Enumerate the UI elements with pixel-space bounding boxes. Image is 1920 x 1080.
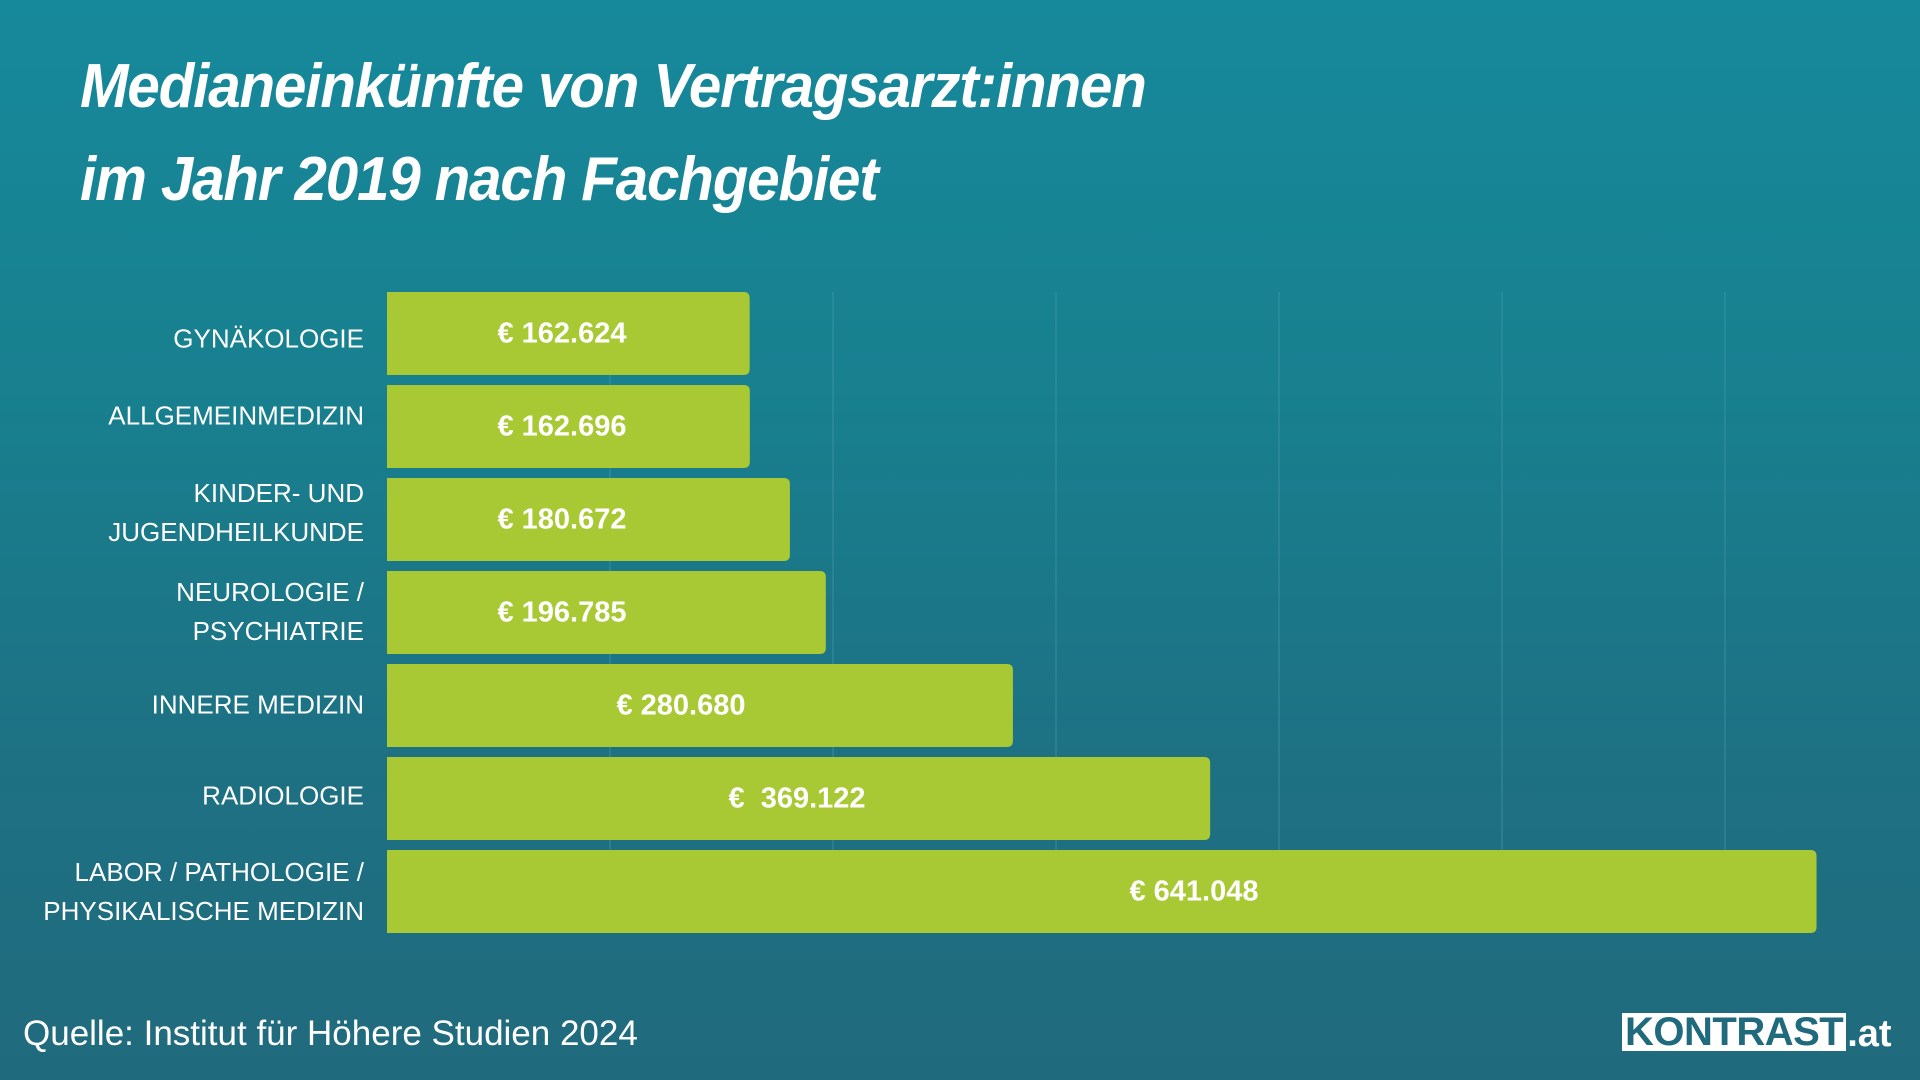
category-label: RADIOLOGIE [202,781,364,811]
category-label: PHYSIKALISCHE MEDIZIN [43,896,364,926]
value-label: € 162.624 [497,318,626,350]
bar [387,850,1817,933]
category-label: JUGENDHEILKUNDE [108,517,364,547]
bar [387,571,826,654]
bar [387,664,1013,747]
logo-domain: .at [1847,1013,1892,1055]
bar [387,757,1211,840]
chart-title: Medianeinkünfte von Vertragsarzt:innen i… [80,40,1214,226]
category-label: LABOR / PATHOLOGIE / [75,857,365,887]
value-label: € 280.680 [616,690,745,722]
value-label: € 180.672 [497,504,626,536]
source-note: Quelle: Institut für Höhere Studien 2024 [23,1014,638,1053]
value-label: € 196.785 [497,597,626,629]
category-label: INNERE MEDIZIN [152,690,364,720]
bar [387,385,750,468]
value-label: € 641.048 [1129,876,1258,908]
bar [387,478,790,561]
category-label: PSYCHIATRIE [193,616,364,646]
chart-title-line-1: Medianeinkünfte von Vertragsarzt:innen [80,52,1147,121]
category-label: GYNÄKOLOGIE [173,324,364,354]
chart-title-line-2: im Jahr 2019 nach Fachgebiet [80,145,879,214]
category-label: KINDER- UND [194,478,364,508]
kontrast-logo: KONTRAST .at [1622,1012,1892,1055]
bar [387,292,750,375]
category-label: ALLGEMEINMEDIZIN [108,401,364,431]
bars [387,292,1817,933]
value-label: € 369.122 [728,783,865,815]
value-labels: € 162.624 € 162.696 € 180.672 € 196.785 € 28… [497,318,1258,908]
logo-wordmark: KONTRAST [1622,1012,1847,1052]
category-labels: GYNÄKOLOGIE ALLGEMEINMEDIZIN KINDER- UND JU… [43,324,364,927]
category-label: NEUROLOGIE / [176,577,365,607]
value-label: € 162.696 [497,411,626,443]
